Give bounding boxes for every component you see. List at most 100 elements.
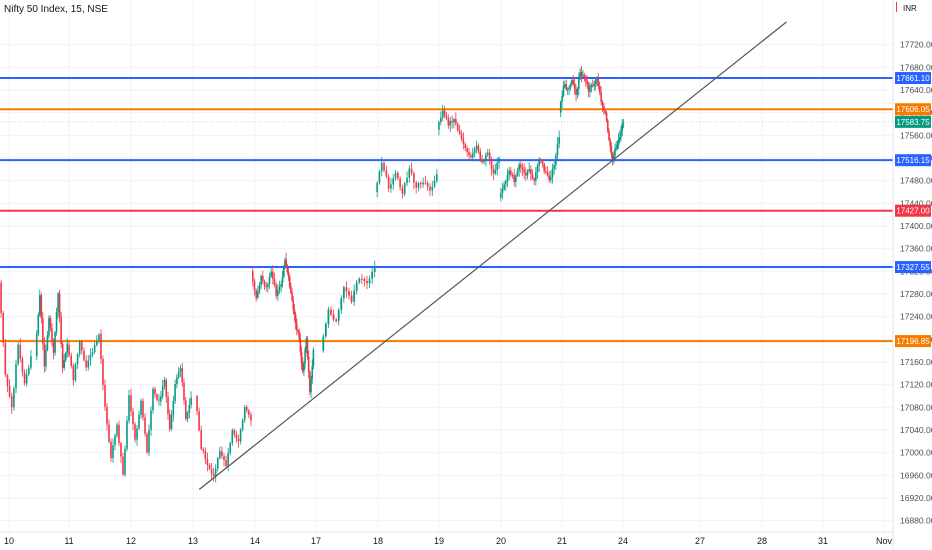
candle-up xyxy=(614,148,616,156)
candle-down xyxy=(72,365,75,381)
candle-up xyxy=(485,154,487,160)
candle-up xyxy=(441,110,444,118)
candle-down xyxy=(510,170,512,175)
candle-up xyxy=(278,286,281,291)
candle-down xyxy=(399,178,401,188)
candle-down xyxy=(460,133,463,139)
candle-up xyxy=(431,186,434,191)
candle-up xyxy=(596,78,598,81)
candle-up xyxy=(277,290,279,296)
candle-down xyxy=(429,186,431,191)
candle-down xyxy=(360,278,363,280)
candle-down xyxy=(611,154,614,160)
candle-down xyxy=(61,343,64,368)
candle-down xyxy=(492,168,495,174)
candle-up xyxy=(163,380,166,387)
candle-down xyxy=(275,284,277,296)
candle-up xyxy=(78,341,81,355)
price-tick-label: 17440.00 xyxy=(900,198,932,208)
candle-down xyxy=(443,110,446,116)
level-tag-bg xyxy=(895,335,931,348)
time-tick-label: 11 xyxy=(64,536,73,546)
candle-up xyxy=(284,259,286,267)
candle-down xyxy=(19,344,22,359)
chart-title: Nifty 50 Index, 15, NSE xyxy=(4,4,108,15)
candle-up xyxy=(355,282,358,291)
candle-up xyxy=(561,95,563,102)
candle-up xyxy=(55,312,58,333)
candle-up xyxy=(98,334,100,342)
candle-up xyxy=(622,122,625,125)
candle-up xyxy=(322,336,325,351)
candle-down xyxy=(198,411,200,431)
candle-down xyxy=(586,80,588,85)
candle-down xyxy=(307,356,310,372)
candle-up xyxy=(403,183,406,195)
candle-up xyxy=(160,396,162,402)
candle-up xyxy=(535,172,537,181)
candle-down xyxy=(183,382,185,401)
candle-down xyxy=(298,331,300,339)
candle-up xyxy=(28,367,30,375)
candle-down xyxy=(348,291,350,296)
candle-down xyxy=(142,400,144,418)
candle-down xyxy=(144,417,146,434)
candle-down xyxy=(43,343,46,367)
trendline[interactable] xyxy=(198,21,787,490)
candle-down xyxy=(335,319,338,321)
candle-up xyxy=(417,183,420,188)
candle-up xyxy=(312,349,315,367)
candle-up xyxy=(138,414,140,429)
candle-down xyxy=(583,75,586,78)
candle-down xyxy=(300,351,303,364)
candle-down xyxy=(200,430,202,449)
candle-down xyxy=(265,285,267,288)
candle-down xyxy=(415,182,417,188)
candle-down xyxy=(285,259,287,266)
candle-down xyxy=(565,84,568,90)
candle-up xyxy=(390,184,392,189)
candle-up xyxy=(48,317,50,336)
candle-up xyxy=(161,386,164,397)
price-tick-label: 17560.00 xyxy=(900,130,932,140)
candle-up xyxy=(615,147,617,149)
candlesticks xyxy=(0,65,625,483)
candle-up xyxy=(380,162,383,172)
time-tick-label: 31 xyxy=(818,536,828,546)
candle-down xyxy=(345,287,348,292)
candle-down xyxy=(146,433,148,453)
candle-up xyxy=(176,377,178,385)
candle-down xyxy=(468,152,470,156)
candle-down xyxy=(332,314,335,320)
candle-up xyxy=(35,333,38,357)
candle-down xyxy=(110,441,112,459)
candle-down xyxy=(21,358,24,373)
candle-up xyxy=(576,88,579,95)
candle-down xyxy=(196,396,198,412)
candle-down xyxy=(70,355,72,366)
candle-down xyxy=(273,279,276,285)
candle-up xyxy=(17,344,19,365)
candle-up xyxy=(555,155,557,166)
candle-up xyxy=(579,71,582,79)
candle-down xyxy=(413,173,415,183)
candle-up xyxy=(231,430,234,443)
candle-down xyxy=(523,169,525,173)
candle-up xyxy=(551,168,554,178)
candle-down xyxy=(520,164,522,168)
candle-down xyxy=(546,172,549,176)
time-axis[interactable]: 10 11 12 13 14 17 18 19 20 21 24 27 28 31 Nov xyxy=(0,531,893,546)
candle-up xyxy=(91,352,94,355)
candle-down xyxy=(118,424,120,444)
candle-up xyxy=(303,363,305,372)
candle-up xyxy=(564,84,566,87)
candle-down xyxy=(223,455,225,461)
candle-up xyxy=(616,145,619,148)
candle-up xyxy=(177,371,180,378)
candle-down xyxy=(212,473,215,477)
candle-up xyxy=(619,136,621,140)
candle-up xyxy=(440,117,442,123)
candle-down xyxy=(464,143,467,149)
candle-down xyxy=(610,146,613,155)
